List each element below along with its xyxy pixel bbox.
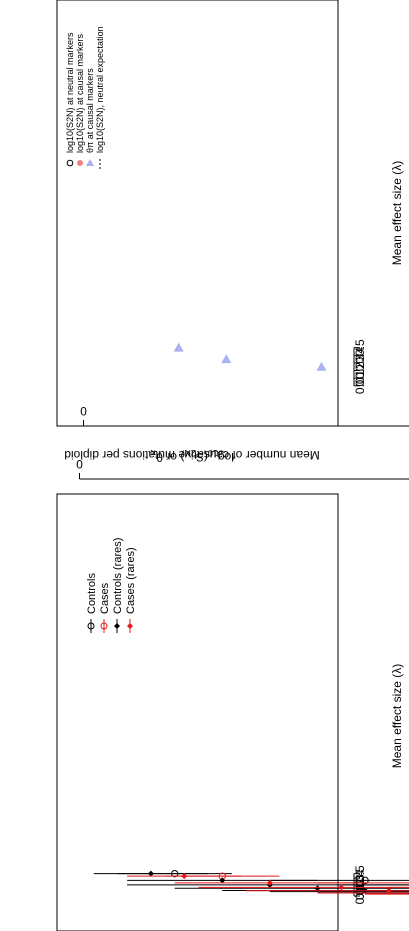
s2n-y-axis-label: log10(S2N) or θπ [150, 448, 234, 464]
series-point [147, 870, 154, 877]
legend-label: Cases [99, 582, 111, 614]
legend-symbol [86, 159, 94, 166]
s2n-panel: 0.00.10.20.30.40.5 01234 log10(S2N) at n… [56, 0, 409, 464]
mutations-data-marks [93, 869, 409, 895]
legend-symbol [100, 622, 108, 630]
mutations-panel: 0.00.10.20.30.40.5 02468 ControlsCasesCo… [56, 448, 409, 931]
series-point [173, 342, 184, 352]
series-point [219, 877, 226, 884]
legend-label: Controls [86, 573, 98, 614]
x-tick-label: 0.5 [353, 865, 367, 882]
mutations-x-axis-label: Mean effect size (λ) [390, 664, 404, 768]
y-tick-label: 0 [76, 457, 83, 471]
legend-label: Controls (rares) [112, 538, 124, 614]
x-tick-label: 0.5 [353, 339, 367, 356]
legend-label: log10(S2N), neutral expectation [95, 26, 105, 153]
series-point [316, 361, 327, 371]
legend-label: log10(S2N) at neutral markers [65, 32, 75, 153]
legend-symbol [87, 622, 95, 630]
series-point [385, 887, 392, 894]
legend-label: Cases (rares) [125, 547, 137, 614]
x-tick-label: 0.4 [353, 347, 367, 364]
x-tick-label: 0.3 [353, 354, 367, 371]
x-tick-label: 0.2 [353, 362, 367, 379]
series-point [266, 879, 273, 886]
series-point [338, 884, 345, 891]
mutations-y-axis: 02468 [76, 457, 409, 480]
mutations-y-axis-label: Mean number of causative mutations per d… [64, 448, 319, 462]
x-tick-label: 0.1 [353, 369, 367, 386]
s2n-legend: log10(S2N) at neutral markers log10(S2N) … [65, 26, 105, 169]
s2n-x-axis: 0.00.10.20.30.40.5 [353, 339, 367, 394]
legend-symbol [66, 159, 74, 167]
series-point [181, 873, 188, 880]
mutations-legend: Controls Cases Controls (rares) Cases (rare… [86, 538, 137, 633]
legend-symbol [114, 623, 120, 629]
mutations-plot-frame [56, 493, 339, 931]
legend-label: θπ at causal markers [85, 68, 95, 153]
y-tick-label: 0 [80, 404, 87, 418]
series-point [221, 354, 232, 364]
legend-symbol [127, 623, 133, 629]
legend-symbol [77, 160, 83, 166]
x-tick-label: 0.0 [353, 377, 367, 394]
series-point [361, 876, 369, 885]
s2n-x-axis-label: Mean effect size (λ) [390, 161, 404, 265]
legend-label: log10(S2N) at causal markers [75, 33, 85, 153]
s2n-y-axis: 01234 [80, 404, 409, 427]
series-point [314, 885, 321, 892]
s2n-data-marks [173, 342, 327, 371]
